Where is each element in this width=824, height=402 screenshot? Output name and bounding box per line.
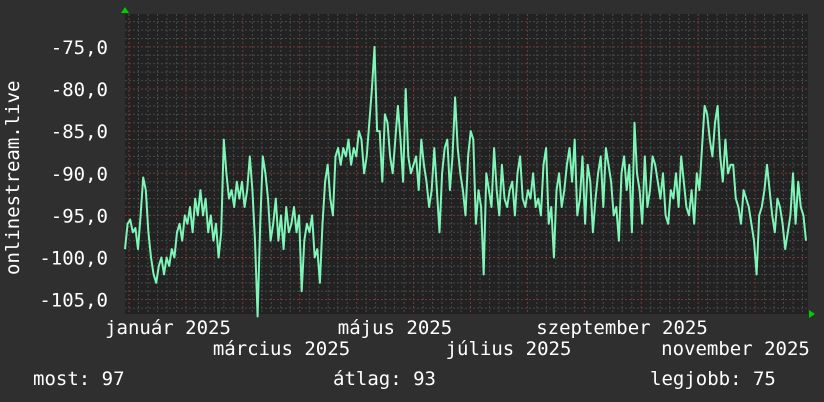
y-tick-label: -90,0 [51, 163, 108, 185]
plot-area [125, 14, 808, 314]
average-value: átlag: 93 [333, 368, 436, 390]
y-axis-label: onlinestream.live [2, 81, 24, 275]
y-tick-label: -85,0 [51, 121, 108, 143]
x-tick-label: március 2025 [213, 338, 350, 360]
series-line [124, 45, 807, 318]
y-axis-arrow-icon [121, 7, 129, 13]
best-value: legjobb: 75 [650, 368, 776, 390]
y-tick-label: -75,0 [51, 37, 108, 59]
x-tick-label: november 2025 [661, 338, 810, 360]
x-tick-label: július 2025 [446, 338, 572, 360]
y-axis: -75,0 -80,0 -85,0 -90,0 -95,0 -100,0 -105,0 [39, 37, 108, 312]
x-tick-label: szeptember 2025 [536, 317, 708, 339]
x-tick-label: január 2025 [105, 317, 231, 339]
y-tick-label: -80,0 [51, 79, 108, 101]
y-tick-label: -100,0 [39, 248, 108, 270]
x-tick-label: május 2025 [338, 317, 452, 339]
y-tick-label: -105,0 [39, 290, 108, 312]
x-axis-arrow-icon [809, 310, 815, 318]
current-value: most: 97 [33, 368, 125, 390]
y-tick-label: -95,0 [51, 205, 108, 227]
